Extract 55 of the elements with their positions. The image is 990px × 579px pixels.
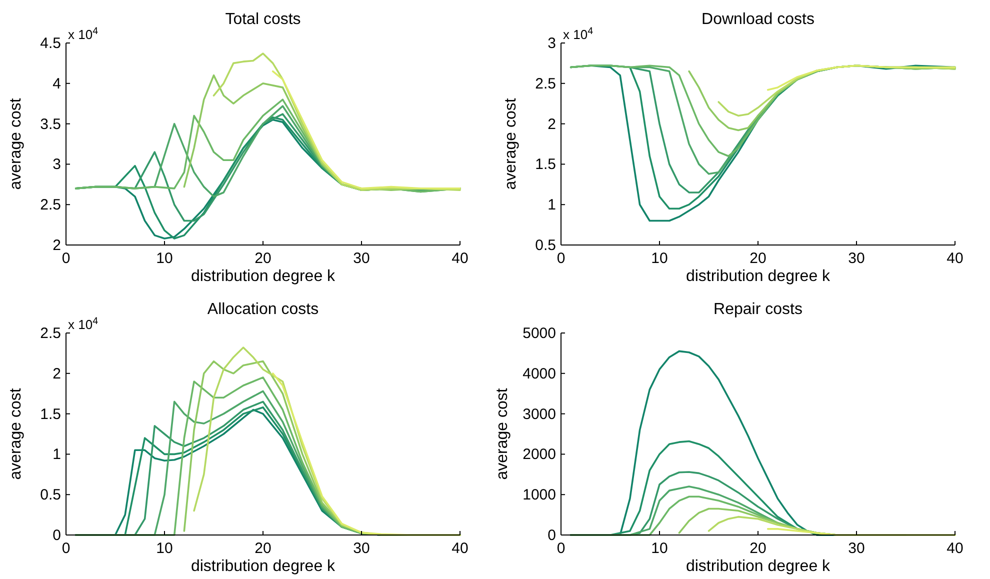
y-tick-label: 0.5 (535, 237, 556, 254)
chart-title: Total costs (225, 11, 301, 28)
chart-title: Repair costs (714, 301, 802, 318)
x-tick-label: 40 (452, 540, 468, 557)
y-tick-label: 1 (548, 196, 556, 214)
x-axis-title: distribution degree k (686, 268, 832, 285)
x-tick-label: 20 (254, 540, 272, 557)
x-tick-label: 20 (750, 540, 766, 557)
x-tick-label: 10 (651, 250, 668, 267)
x-tick-label: 30 (848, 250, 865, 267)
y-axis-title: average cost (8, 98, 24, 190)
y-tick-label: 1 (52, 446, 61, 464)
y-tick-label: 0 (52, 527, 61, 544)
y-tick-label: 4 (52, 75, 61, 92)
x-axis-title: distribution degree k (190, 558, 336, 575)
x-tick-label: 40 (946, 540, 964, 557)
y-tick-label: 2.5 (40, 196, 61, 214)
x-tick-label: 10 (156, 250, 173, 267)
y-tick-label: 1000 (522, 486, 556, 504)
y-tick-label: 2.5 (535, 75, 556, 92)
x-tick-label: 40 (946, 250, 964, 267)
y-tick-label: 3.5 (40, 116, 61, 133)
chart-title: Download costs (702, 11, 814, 28)
y-tick-label: 1.5 (535, 156, 556, 174)
y-tick-label: 2000 (522, 446, 556, 464)
y-tick-label: 3000 (522, 406, 556, 423)
y-tick-label: 2 (52, 365, 61, 382)
x-tick-label: 40 (452, 250, 468, 267)
y-tick-label: 4.5 (40, 35, 61, 52)
y-axis-title: average cost (8, 388, 24, 480)
x-tick-label: 10 (651, 540, 668, 557)
text: x 10$^{4}$ (68, 26, 99, 42)
x-tick-label: 30 (848, 540, 865, 557)
text: x 10$^{4}$ (68, 316, 99, 332)
chart-title: Allocation costs (207, 301, 319, 318)
y-tick-label: 2.5 (40, 325, 61, 342)
y-axis-title: average cost (502, 98, 520, 190)
x-axis-title: distribution degree k (686, 558, 832, 575)
x-tick-label: 20 (254, 250, 272, 267)
x-tick-label: 30 (353, 540, 370, 557)
y-tick-label: 1.5 (40, 406, 61, 423)
y-tick-label: 2 (52, 237, 61, 254)
y-tick-label: 2 (548, 116, 556, 133)
y-tick-label: 0 (548, 527, 556, 544)
y-tick-label: 3 (548, 35, 556, 52)
x-tick-label: 10 (156, 540, 173, 557)
y-axis-title: average cost (494, 388, 511, 480)
x-axis-title: distribution degree k (190, 268, 336, 285)
text: x 10$^{4}$ (563, 26, 594, 42)
y-tick-label: 4000 (522, 365, 556, 382)
y-tick-label: 5000 (522, 325, 556, 342)
x-tick-label: 30 (353, 250, 370, 267)
x-tick-label: 20 (750, 250, 766, 267)
y-tick-label: 0.5 (40, 486, 61, 504)
y-tick-label: 3 (52, 156, 61, 174)
